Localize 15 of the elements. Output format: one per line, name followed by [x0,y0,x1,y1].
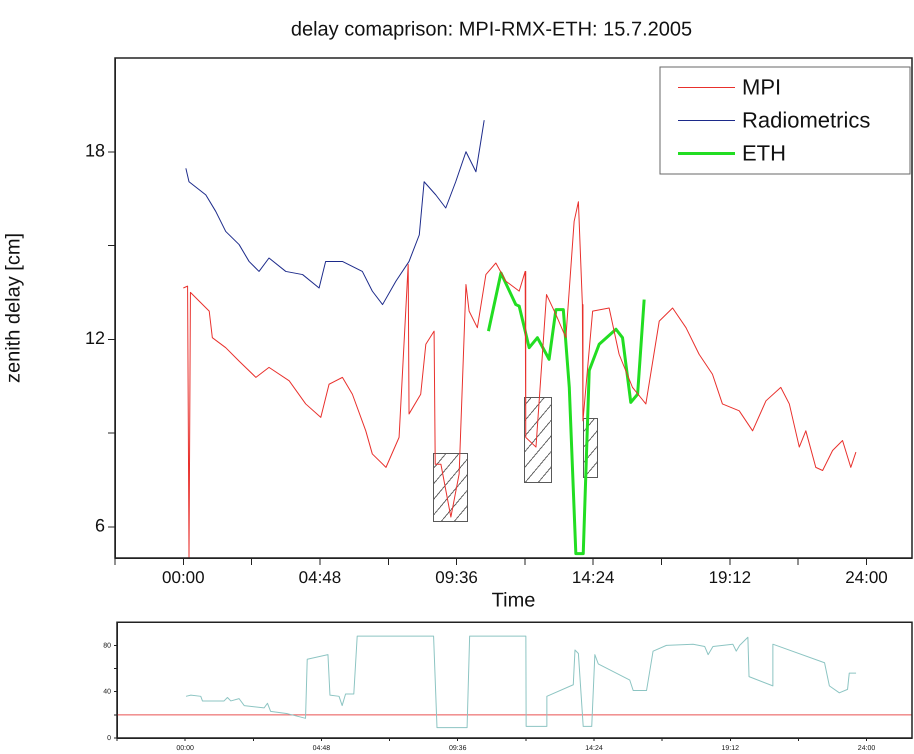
x-tick-label: 24:00 [845,568,888,587]
y-tick-label: 18 [84,140,105,161]
x-tick-label: 14:24 [572,568,614,587]
legend-label: MPI [742,74,782,100]
x-tick-label: 09:36 [435,568,478,587]
y-tick-label: 6 [94,516,105,536]
y-tick-label: 12 [84,328,105,348]
x-tick-label: 00:00 [162,568,205,587]
y-axis-title: zenith delay [cm] [2,232,25,384]
chart-title: delay comaprison: MPI-RMX-ETH: 15.7.2005 [290,18,692,41]
legend-label: Radiometrics [742,108,870,133]
legend-label: ETH [742,140,786,166]
x-tick-label: 04:48 [298,568,342,587]
x-axis-title: Time [492,590,536,612]
x-tick-label: 19:12 [708,568,752,587]
